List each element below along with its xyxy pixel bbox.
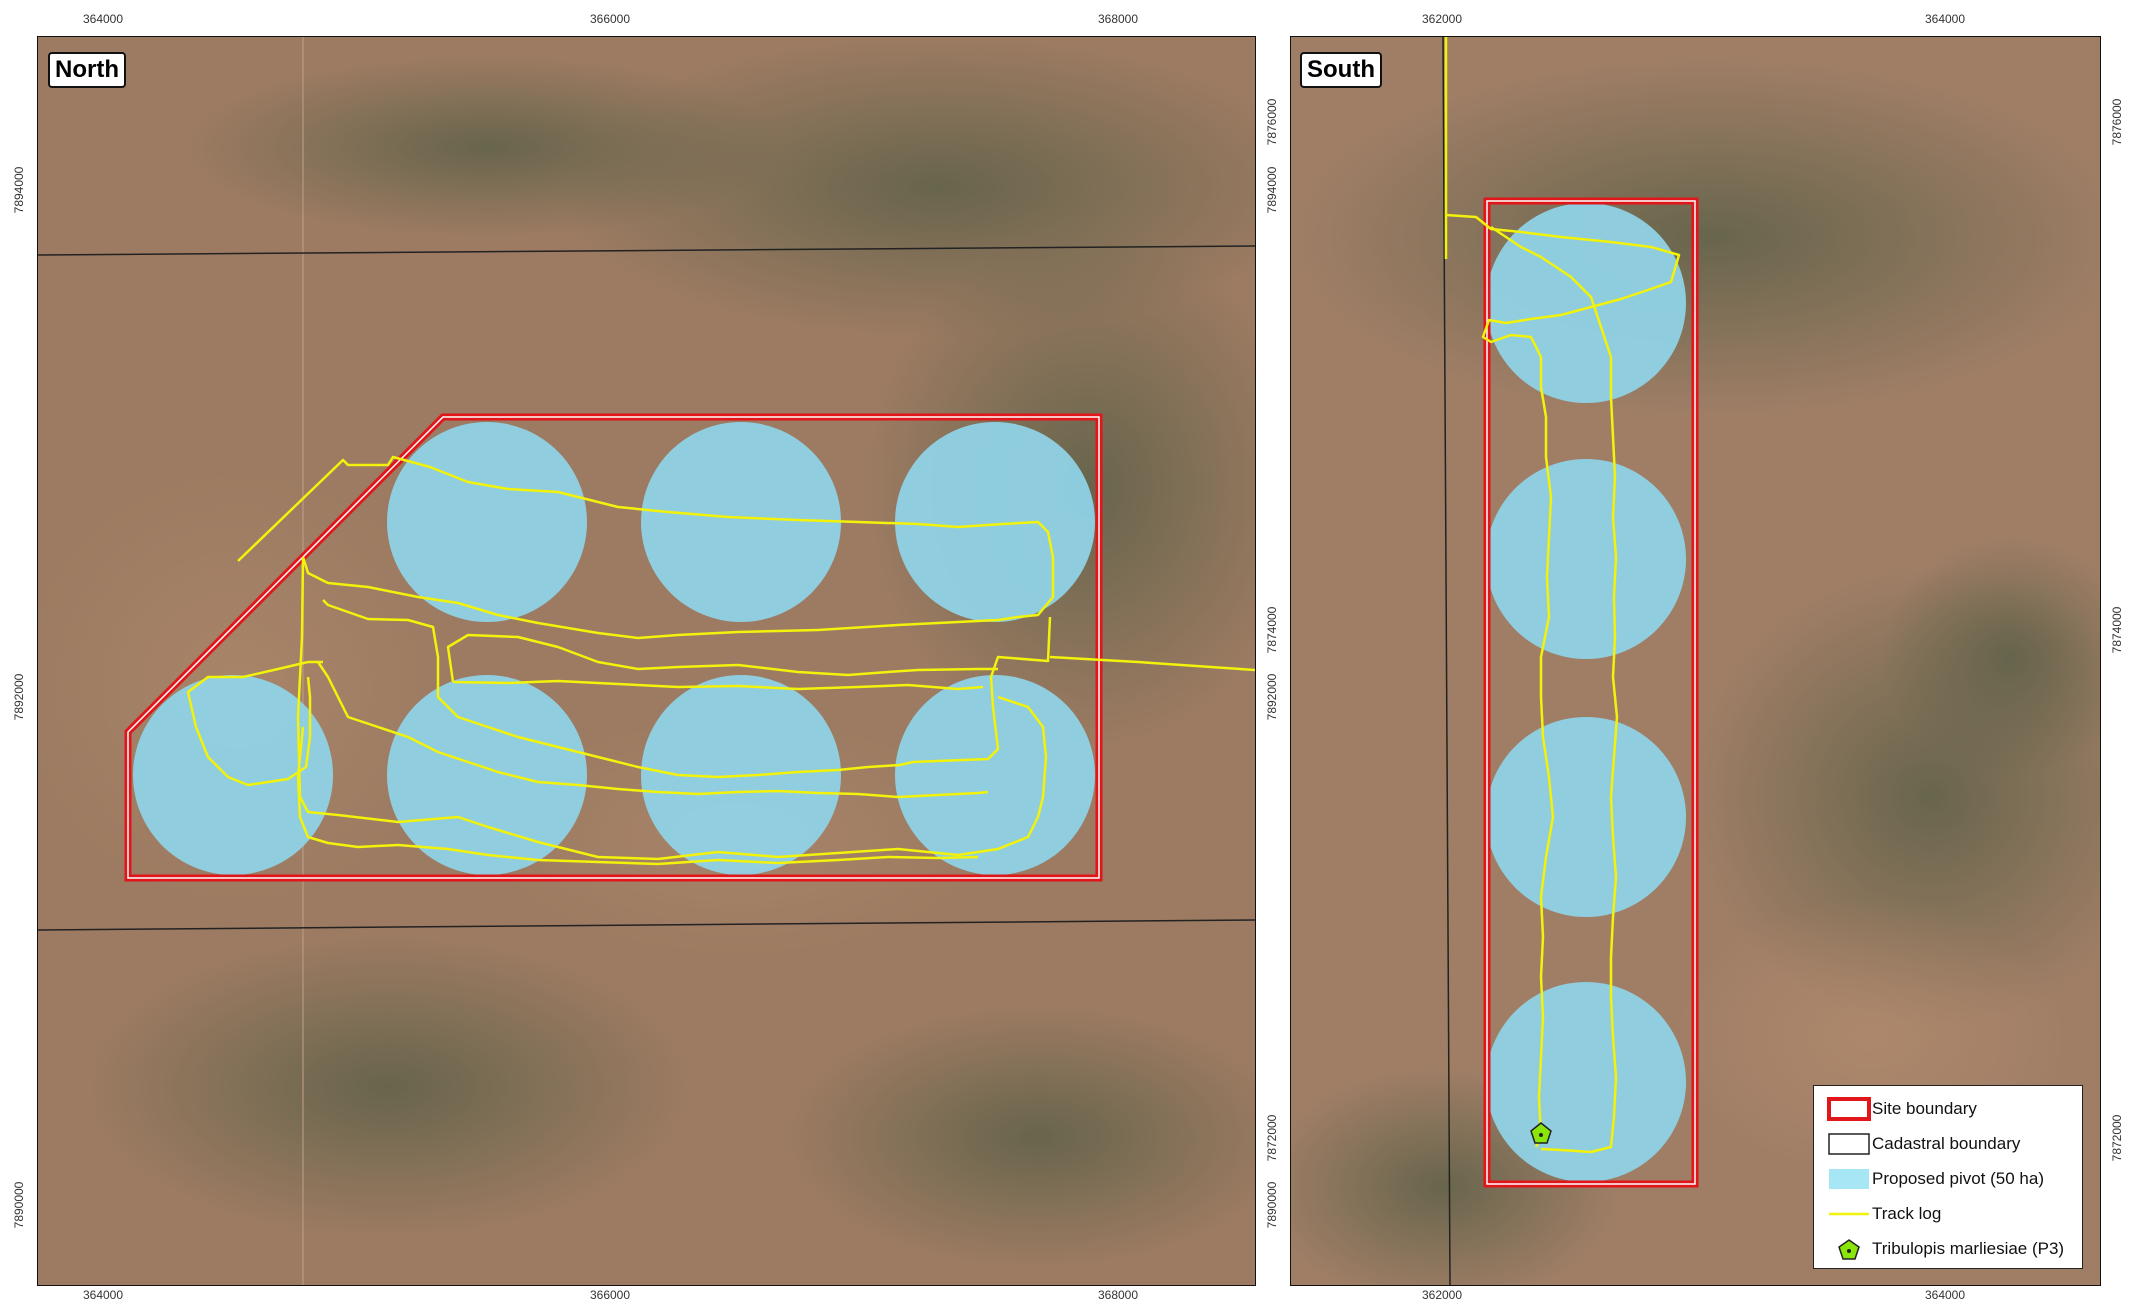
pivot-circle[interactable] bbox=[1486, 717, 1686, 917]
south-x-tick-top: 364000 bbox=[1924, 12, 1966, 26]
track-log[interactable] bbox=[452, 679, 984, 691]
legend-label: Track log bbox=[1872, 1204, 1942, 1223]
green-pentagon-icon bbox=[1838, 1239, 1860, 1260]
pivot-circle[interactable] bbox=[387, 422, 587, 622]
south-y-tick-left: 7890000 bbox=[1265, 1181, 1279, 1229]
north-y-tick-left: 7890000 bbox=[12, 1181, 26, 1229]
cadastral-boundary bbox=[38, 245, 1255, 256]
map-legend: Site boundary Cadastral boundary Propose… bbox=[1813, 1085, 2083, 1269]
pivot-circle[interactable] bbox=[895, 422, 1095, 622]
pivot-circle[interactable] bbox=[641, 422, 841, 622]
legend-label: Proposed pivot (50 ha) bbox=[1872, 1169, 2044, 1188]
yellow-line-icon bbox=[1829, 1212, 1869, 1216]
track-log[interactable] bbox=[1445, 213, 1681, 1148]
pivot-circle[interactable] bbox=[387, 675, 587, 875]
legend-item-proposed-pivot bbox=[1826, 1166, 1872, 1192]
legend-item-site-boundary bbox=[1826, 1096, 1872, 1122]
south-y-tick-left: 7876000 bbox=[1265, 98, 1279, 146]
cyan-fill-icon bbox=[1829, 1169, 1869, 1189]
south-y-tick-right: 7876000 bbox=[2110, 98, 2124, 146]
pivot-circle[interactable] bbox=[1486, 203, 1686, 403]
south-y-tick-left: 7874000 bbox=[1265, 606, 1279, 654]
north-x-tick-bottom: 368000 bbox=[1097, 1288, 1139, 1302]
site-boundary-inner bbox=[127, 416, 1100, 879]
south-map-canvas[interactable] bbox=[1291, 37, 2100, 1285]
legend-item-track-log bbox=[1826, 1201, 1872, 1227]
track-log[interactable] bbox=[296, 556, 1048, 861]
south-y-tick-left: 7892000 bbox=[1265, 673, 1279, 721]
north-x-tick-top: 366000 bbox=[589, 12, 631, 26]
legend-label: Tribulopis marliesiae (P3) bbox=[1872, 1239, 2065, 1258]
track-log[interactable] bbox=[296, 726, 979, 866]
track-log[interactable] bbox=[186, 660, 323, 787]
south-x-tick-bottom: 362000 bbox=[1421, 1288, 1463, 1302]
south-y-tick-right: 7874000 bbox=[2110, 606, 2124, 654]
north-x-tick-bottom: 366000 bbox=[589, 1288, 631, 1302]
south-x-tick-bottom: 364000 bbox=[1924, 1288, 1966, 1302]
cadastral-boundary bbox=[38, 919, 1255, 931]
pivot-circle[interactable] bbox=[1486, 459, 1686, 659]
north-x-tick-top: 368000 bbox=[1097, 12, 1139, 26]
track-log[interactable] bbox=[1490, 225, 1619, 1154]
vegetation-patch bbox=[788, 1007, 1255, 1267]
south-y-tick-left: 7894000 bbox=[1265, 166, 1279, 214]
pivot-circle[interactable] bbox=[895, 675, 1095, 875]
north-x-tick-top: 364000 bbox=[82, 12, 124, 26]
legend-label: Site boundary bbox=[1872, 1099, 1977, 1118]
south-x-tick-top: 362000 bbox=[1421, 12, 1463, 26]
north-panel-label: North bbox=[48, 52, 126, 88]
north-y-tick-left: 7894000 bbox=[12, 166, 26, 214]
legend-item-species bbox=[1826, 1236, 1872, 1262]
south-map-frame[interactable] bbox=[1290, 36, 2101, 1286]
vegetation-patch bbox=[188, 57, 788, 237]
track-log[interactable] bbox=[322, 599, 1052, 779]
track-log[interactable] bbox=[446, 633, 998, 683]
track-log[interactable] bbox=[316, 661, 989, 799]
site-boundary-inner bbox=[1486, 200, 1696, 1185]
species-marker-dot bbox=[1539, 1133, 1543, 1137]
north-y-tick-left: 7892000 bbox=[12, 673, 26, 721]
south-panel-label: South bbox=[1300, 52, 1382, 88]
legend-label: Cadastral boundary bbox=[1872, 1134, 2021, 1153]
track-log[interactable] bbox=[1049, 655, 1255, 672]
south-y-tick-right: 7872000 bbox=[2110, 1114, 2124, 1162]
cadastral-boundary bbox=[1442, 37, 1451, 1285]
vegetation-patch bbox=[1881, 537, 2100, 777]
south-y-tick-left: 7872000 bbox=[1265, 1114, 1279, 1162]
legend-item-cadastral-boundary bbox=[1826, 1131, 1872, 1157]
vegetation-patch bbox=[88, 937, 688, 1237]
pivot-circle[interactable] bbox=[133, 675, 333, 875]
red-box-icon bbox=[1827, 1097, 1871, 1121]
north-x-tick-bottom: 364000 bbox=[82, 1288, 124, 1302]
north-map-frame[interactable] bbox=[37, 36, 1256, 1286]
track-log[interactable] bbox=[237, 455, 1055, 640]
north-map-canvas[interactable] bbox=[38, 37, 1255, 1285]
black-box-icon bbox=[1828, 1133, 1870, 1155]
